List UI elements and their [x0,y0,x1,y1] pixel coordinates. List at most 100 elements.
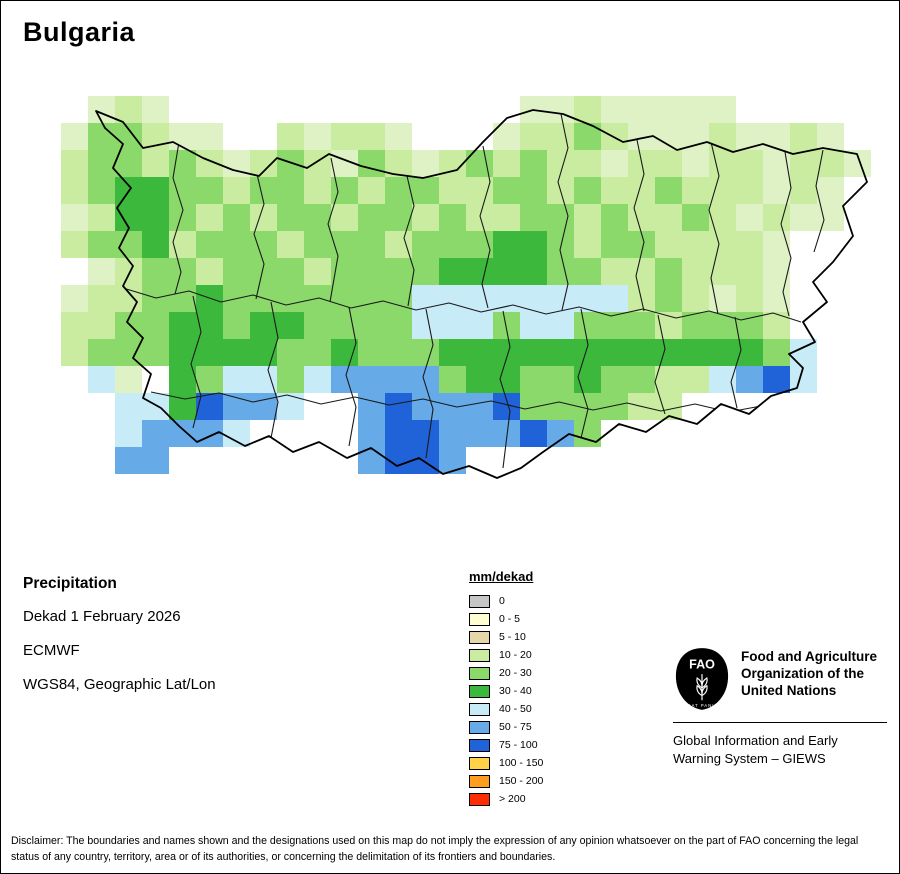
precip-cell [466,204,493,231]
precip-cell [142,258,169,285]
precip-cell [709,312,736,339]
precip-cell [493,150,520,177]
precip-cell [88,231,115,258]
precip-cell [412,150,439,177]
precip-cell [358,285,385,312]
precip-cell [466,258,493,285]
precip-cell [466,366,493,393]
precip-cell [601,177,628,204]
precip-cell [223,177,250,204]
precip-cell [115,393,142,420]
precip-cell [142,204,169,231]
precip-cell [223,258,250,285]
precip-cell [466,150,493,177]
legend-entry: 5 - 10 [469,628,543,646]
precip-cell [601,204,628,231]
precip-cell [466,339,493,366]
precip-cell [439,177,466,204]
precip-cell [709,123,736,150]
precip-cell [250,339,277,366]
precip-cell [142,231,169,258]
precip-cell [358,177,385,204]
legend-label: 10 - 20 [499,649,532,661]
precip-cell [547,258,574,285]
precip-cell [385,258,412,285]
precip-cell [61,123,88,150]
precip-cell [304,366,331,393]
legend-label: 5 - 10 [499,631,526,643]
precip-cell [520,393,547,420]
precip-cell [142,447,169,474]
precip-cell [61,312,88,339]
precip-cell [574,312,601,339]
precip-cell [736,258,763,285]
legend-entries: 0 0 - 5 5 - 10 10 - 20 20 - 30 30 - 40 40 - 50… [469,592,543,808]
precip-cell [682,231,709,258]
precip-cell [331,231,358,258]
precip-cell [439,285,466,312]
precip-cell [88,312,115,339]
precip-cell [655,339,682,366]
precip-cell [250,312,277,339]
fao-block: FAO FIAT PANIS Food and Agriculture Orga… [673,647,887,711]
precip-cell [169,123,196,150]
precip-cell [601,285,628,312]
precip-cell [655,258,682,285]
precip-cell [547,123,574,150]
precip-cell [169,420,196,447]
precip-cell [142,312,169,339]
precip-cell [466,420,493,447]
dekad-label: Dekad 1 February 2026 [23,608,181,625]
precip-cell [142,285,169,312]
precip-cell [601,231,628,258]
legend-swatch [469,792,490,806]
precip-cell [115,420,142,447]
precip-cell [709,231,736,258]
precip-cell [520,339,547,366]
precip-cell [277,366,304,393]
precip-cell [520,285,547,312]
precip-cell [115,285,142,312]
giews-line: Warning System – GIEWS [673,751,826,767]
precip-cell [196,258,223,285]
precip-cell [655,177,682,204]
legend-label: 75 - 100 [499,739,538,751]
precip-cell [385,177,412,204]
precip-cell [709,204,736,231]
legend-swatch [469,684,490,698]
precip-cell [250,150,277,177]
precip-cell [142,339,169,366]
precip-cell [601,366,628,393]
precip-cell [169,285,196,312]
precip-cell [304,312,331,339]
fao-logo: FAO FIAT PANIS [675,648,729,710]
precip-cell [223,204,250,231]
precip-cell [358,420,385,447]
legend-label: > 200 [499,793,526,805]
precip-cell [574,258,601,285]
precip-cell [574,204,601,231]
variable-label: Precipitation [23,575,117,592]
precip-cell [763,177,790,204]
precip-cell [169,258,196,285]
precip-cell [196,339,223,366]
precip-cell [115,123,142,150]
precip-cell [304,258,331,285]
precip-cell [817,123,844,150]
legend-entry: 150 - 200 [469,772,543,790]
precip-cell [655,285,682,312]
precip-cell [88,339,115,366]
precip-cell [655,96,682,123]
precip-cell [385,420,412,447]
legend-swatch [469,774,490,788]
precip-cell [250,393,277,420]
precip-cell [682,177,709,204]
source-label: ECMWF [23,642,80,659]
legend-entry: 20 - 30 [469,664,543,682]
precip-cell [682,339,709,366]
precip-cell [142,96,169,123]
precip-cell [277,204,304,231]
footer-divider [673,722,887,723]
legend-label: 40 - 50 [499,703,532,715]
